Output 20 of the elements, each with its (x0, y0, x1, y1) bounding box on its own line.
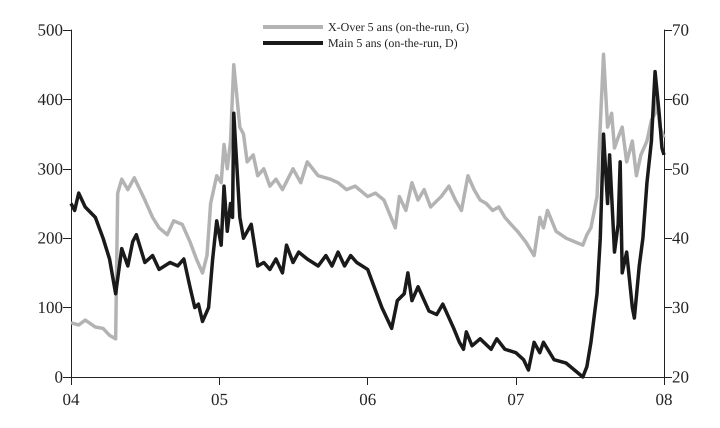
y2-tick-label: 50 (672, 159, 689, 178)
x-tick-label: 08 (656, 390, 672, 409)
y2-tick-label: 40 (672, 228, 689, 248)
y-tick-label: 500 (38, 20, 63, 40)
y-tick-label: 200 (38, 228, 63, 248)
x-tick-label: 06 (359, 390, 376, 409)
x-tick-label: 04 (62, 390, 80, 409)
y2-tick-label: 60 (672, 90, 689, 109)
y2-tick-label: 20 (672, 368, 689, 386)
y-tick-label: 400 (38, 90, 63, 109)
legend-label: X-Over 5 ans (on-the-run, G) (328, 20, 469, 34)
legend-label: Main 5 ans (on-the-run, D) (328, 36, 458, 50)
y-tick-label: 0 (54, 368, 63, 386)
y2-tick-label: 30 (672, 298, 689, 318)
x-tick-label: 07 (507, 390, 525, 409)
line-series (69, 52, 666, 341)
x-tick-label: 05 (211, 390, 228, 409)
y-tick-label: 300 (38, 159, 63, 178)
y-tick-label: 100 (38, 298, 63, 318)
y2-tick-label: 70 (672, 20, 689, 40)
